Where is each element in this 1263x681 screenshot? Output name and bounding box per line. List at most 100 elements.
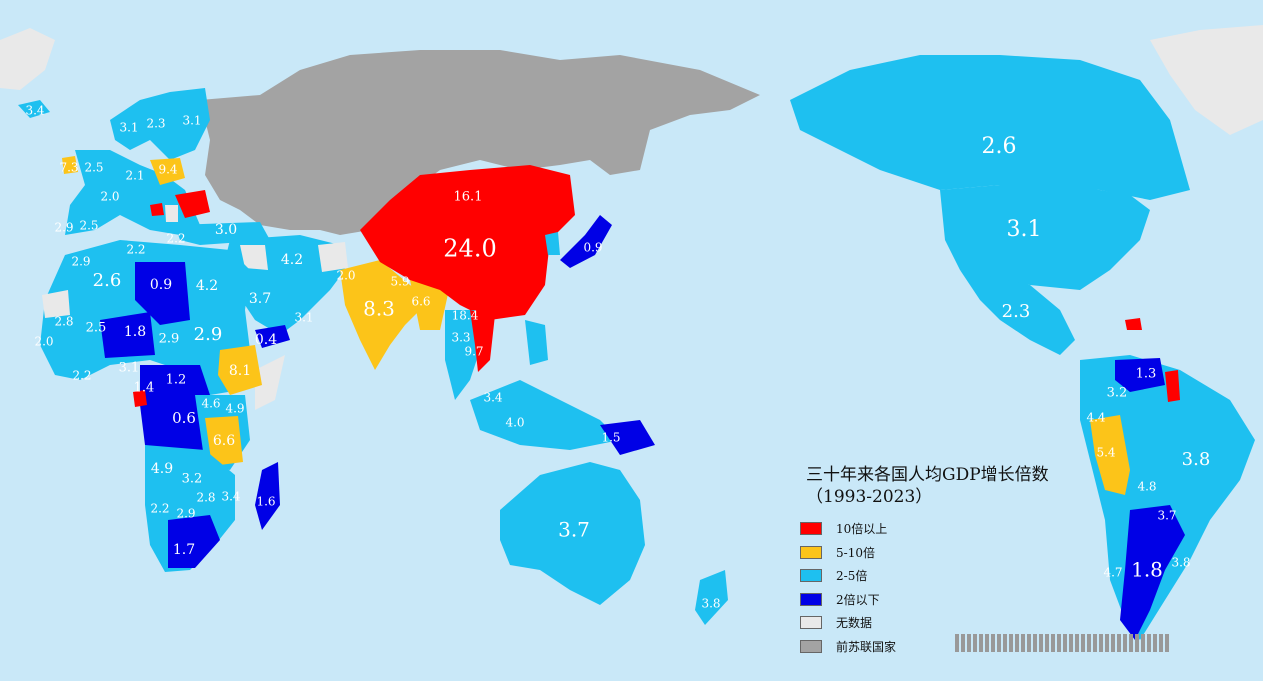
ethiopia-region xyxy=(218,345,262,395)
label-paraguay: 3.7 xyxy=(1157,509,1176,523)
label-iceland: 3.4 xyxy=(25,104,44,118)
legend-swatch-yellow xyxy=(800,545,822,559)
label-afghanistan: 2.0 xyxy=(336,269,355,283)
label-tunisia: 2.2 xyxy=(126,243,145,257)
legend-label: 无数据 xyxy=(836,616,873,631)
label-ecuador: 4.4 xyxy=(1086,411,1105,425)
watermark xyxy=(955,625,1169,661)
label-ethiopia: 8.1 xyxy=(229,363,251,379)
label-namibia: 2.2 xyxy=(150,502,169,516)
japan-region xyxy=(560,215,612,268)
legend-item-2-5: 2-5倍 xyxy=(800,564,896,588)
papua-region xyxy=(600,420,655,455)
label-venezuela: 1.3 xyxy=(1136,367,1157,382)
label-japan: 0.9 xyxy=(583,241,602,255)
myanmar-region xyxy=(410,280,450,330)
label-indonesia: 4.0 xyxy=(505,416,524,430)
greece-noData-region xyxy=(165,205,178,222)
label-myanmar: 6.6 xyxy=(411,295,430,309)
label-laos: 18.4 xyxy=(452,309,479,323)
label-uk: 2.5 xyxy=(84,161,103,175)
label-uganda: 4.6 xyxy=(201,397,220,411)
label-china-north: 16.1 xyxy=(454,190,483,205)
label-chile: 4.7 xyxy=(1103,566,1122,580)
legend-item-ussr: 前苏联国家 xyxy=(800,635,896,659)
label-colombia: 3.2 xyxy=(1107,386,1128,401)
venezuela-region xyxy=(1115,358,1165,392)
label-brazil: 3.8 xyxy=(1182,449,1211,470)
western-sahara-noData-region xyxy=(42,290,70,318)
label-angola: 4.9 xyxy=(151,461,173,477)
map-title-main: 三十年来各国人均GDP增长倍数 xyxy=(806,465,1049,485)
pakistan-noData-region xyxy=(318,242,348,272)
label-argentina: 1.8 xyxy=(1131,558,1163,582)
label-algeria: 2.9 xyxy=(71,255,90,269)
label-yemen: 0.4 xyxy=(255,332,277,348)
former-ussr-region xyxy=(200,50,760,235)
watermark-logo-icon xyxy=(955,634,1169,652)
label-cameroon: 1.4 xyxy=(134,381,155,396)
iceland-region xyxy=(18,100,50,118)
legend-label: 2倍以下 xyxy=(836,592,880,607)
label-egypt: 4.2 xyxy=(196,278,218,294)
legend-item-5-10: 5-10倍 xyxy=(800,541,896,565)
india-region xyxy=(340,260,430,370)
label-drc: 0.6 xyxy=(172,409,196,427)
cameroon-region xyxy=(133,390,147,407)
map-title: 三十年来各国人均GDP增长倍数 （1993-2023） xyxy=(806,464,1049,508)
label-thailand: 3.3 xyxy=(451,331,470,345)
romania-region xyxy=(175,190,210,218)
legend-swatch-cyan xyxy=(800,569,822,583)
korea-region xyxy=(545,232,560,255)
legend-label: 5-10倍 xyxy=(836,545,875,560)
greenland-region xyxy=(0,28,55,90)
guyana-region xyxy=(1165,370,1180,402)
label-mozambique: 3.4 xyxy=(221,490,240,504)
scandinavia-region xyxy=(110,88,210,160)
label-france: 2.0 xyxy=(100,190,119,204)
label-canada: 2.6 xyxy=(982,134,1017,159)
legend-item-10plus: 10倍以上 xyxy=(800,517,896,541)
poland-region xyxy=(150,158,185,185)
legend-swatch-lightgray xyxy=(800,616,822,630)
label-senegal: 2.0 xyxy=(34,335,53,349)
legend-swatch-blue xyxy=(800,592,822,606)
indochina-region xyxy=(445,310,480,400)
label-australia: 3.7 xyxy=(558,518,590,542)
label-madagascar: 1.6 xyxy=(256,495,275,509)
label-tanzania: 6.6 xyxy=(213,433,235,449)
label-saudi: 3.7 xyxy=(249,291,271,307)
label-chad: 2.9 xyxy=(159,332,180,347)
legend-item-below2: 2倍以下 xyxy=(800,588,896,612)
label-peru: 5.4 xyxy=(1096,446,1115,460)
map-title-years: （1993-2023） xyxy=(806,487,933,507)
greenland-east-region xyxy=(1150,25,1263,135)
usa-region xyxy=(940,185,1150,290)
label-kenya: 4.9 xyxy=(225,402,244,416)
ireland-region xyxy=(62,156,78,174)
label-new-zealand: 3.8 xyxy=(701,597,720,611)
label-vietnam: 9.7 xyxy=(464,345,483,359)
label-zambia: 3.2 xyxy=(182,472,203,487)
australia-region xyxy=(500,462,645,605)
label-niger: 1.8 xyxy=(124,324,146,340)
philippines-region xyxy=(525,320,548,365)
argentina-region xyxy=(1120,505,1185,640)
label-sweden: 2.3 xyxy=(146,117,165,131)
label-iran: 4.2 xyxy=(281,252,303,268)
label-india: 8.3 xyxy=(363,297,395,321)
south-america-region xyxy=(1080,355,1255,640)
iraq-noData-region xyxy=(240,245,268,270)
legend-swatch-gray xyxy=(800,639,822,653)
label-sudan: 2.9 xyxy=(194,324,223,345)
yemen-region xyxy=(255,325,290,348)
canada-region xyxy=(790,55,1190,200)
label-netherlands: 2.1 xyxy=(125,169,144,183)
somalia-noData-region xyxy=(255,355,285,410)
label-papua: 1.5 xyxy=(601,431,620,445)
legend-label: 10倍以上 xyxy=(836,522,888,537)
label-mauritania: 2.8 xyxy=(54,315,73,329)
label-ivory-coast: 2.2 xyxy=(72,369,91,383)
